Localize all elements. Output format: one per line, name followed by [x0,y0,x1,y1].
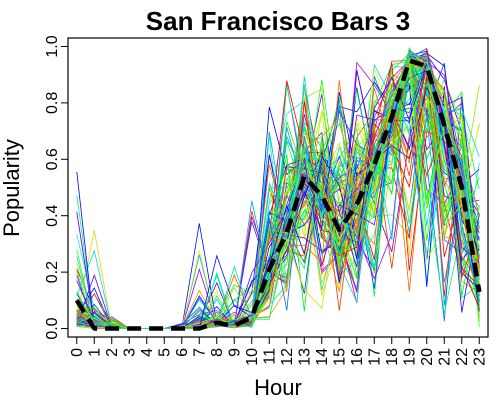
mean-line [74,58,482,331]
series-layer [76,46,480,329]
y-tick-label: 0.6 [44,148,61,170]
x-tick-label: 9 [226,348,243,357]
x-tick-label: 18 [384,348,401,366]
x-tick-label: 5 [156,348,173,357]
x-axis-label: Hour [254,375,302,400]
x-tick-label: 16 [349,348,366,366]
x-tick-label: 23 [471,348,488,366]
x-tick-label: 0 [69,348,86,357]
axes-layer: 0 1 2 3 4 5 6 7 8 9 10 11 12 13 14 15 16 17 18 19 20 21 22 230.… [44,35,488,366]
x-tick-label: 10 [244,348,261,366]
x-tick-label: 2 [104,348,121,357]
x-tick-label: 7 [191,348,208,357]
y-tick-label: 0.2 [44,261,61,283]
x-tick-label: 15 [331,348,348,366]
x-tick-label: 17 [366,348,383,366]
x-tick-label: 19 [401,348,418,366]
x-tick-label: 14 [314,348,331,366]
y-tick-label: 1.0 [44,35,61,57]
x-tick-label: 11 [261,348,278,365]
x-tick-label: 20 [419,348,436,366]
chart-title: San Francisco Bars 3 [146,6,410,36]
y-tick-label: 0.4 [44,204,61,226]
x-tick-label: 8 [209,348,226,357]
x-tick-label: 22 [454,348,471,366]
y-tick-label: 0.0 [44,317,61,339]
x-tick-label: 21 [436,348,453,366]
x-tick-label: 4 [139,348,156,357]
y-tick-label: 0.8 [44,92,61,114]
x-tick-label: 6 [174,348,191,357]
x-tick-label: 1 [86,348,103,357]
x-tick-label: 3 [121,348,138,357]
plot-frame [67,37,489,338]
mean-layer [74,58,482,331]
x-tick-label: 12 [279,348,296,366]
y-axis-label: Popularity [0,139,24,237]
x-tick-label: 13 [296,348,313,366]
